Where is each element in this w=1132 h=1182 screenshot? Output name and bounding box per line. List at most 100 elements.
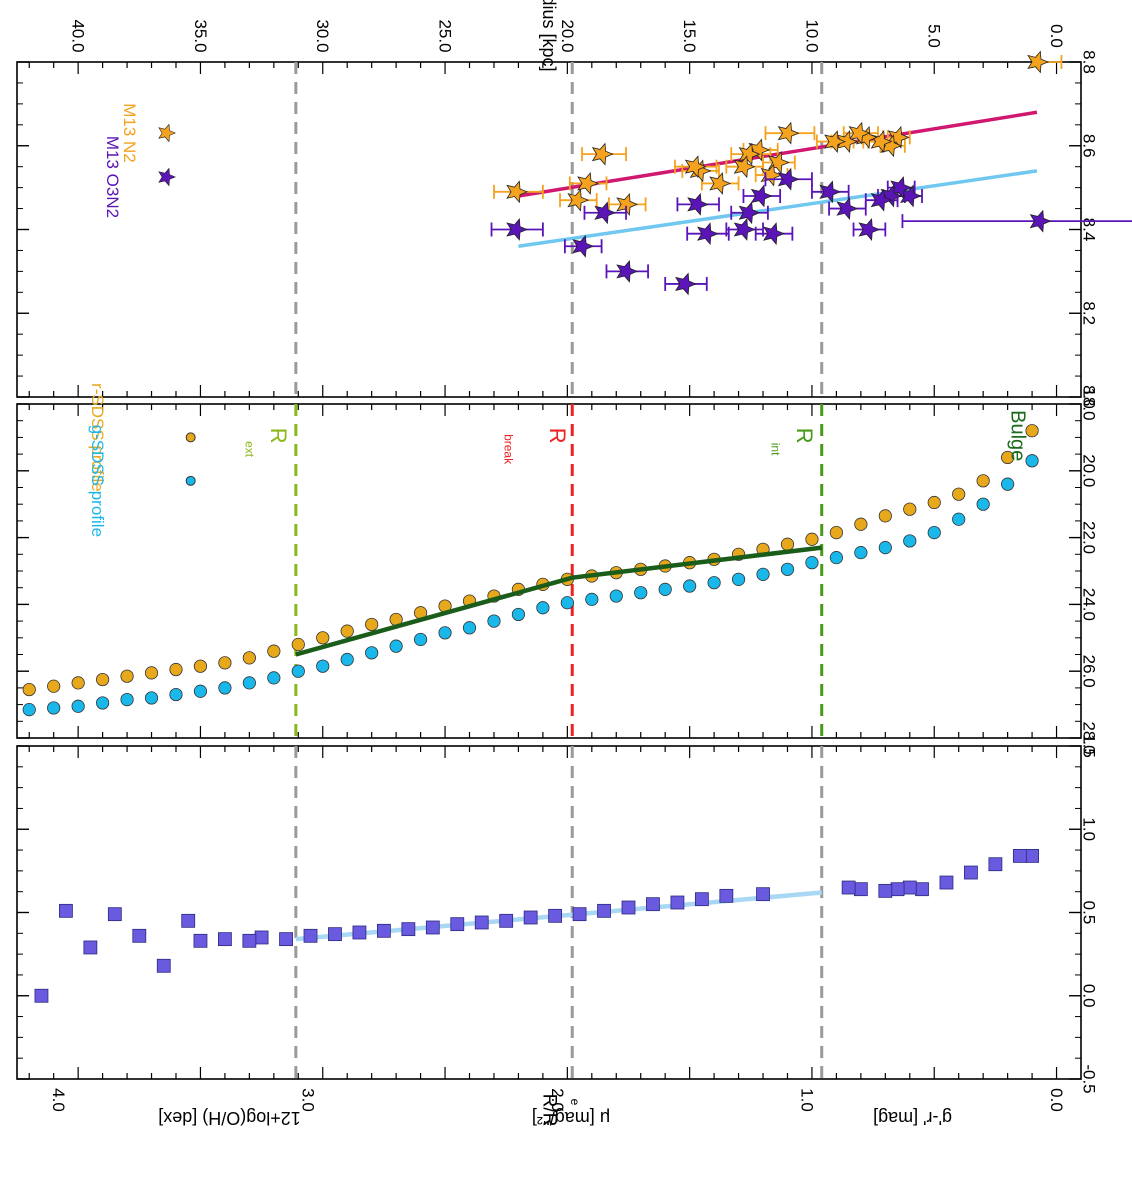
data-point — [858, 217, 881, 242]
data-point — [748, 138, 771, 162]
data-point — [376, 923, 391, 938]
data-point — [777, 121, 800, 145]
data-point — [572, 907, 587, 922]
data-point — [34, 988, 49, 1003]
data-point — [22, 703, 36, 717]
data-point — [1001, 477, 1015, 491]
data-point — [267, 644, 281, 658]
panel-frame — [16, 403, 1082, 739]
data-point — [733, 218, 756, 241]
fit-line — [295, 545, 822, 657]
data-point — [890, 176, 913, 200]
data-point — [572, 234, 595, 258]
data-point — [291, 664, 305, 678]
data-point — [707, 576, 721, 590]
data-point — [756, 567, 770, 581]
data-point — [218, 656, 232, 670]
data-point — [279, 932, 293, 947]
legend-label: r-SDSS profile — [88, 383, 107, 492]
data-point — [316, 631, 330, 645]
legend-marker — [185, 432, 196, 443]
y-tick-label: 18.0 — [1080, 387, 1099, 420]
x-tick-label: 40.0 — [69, 19, 88, 52]
data-point — [1025, 454, 1039, 468]
y-tick-label: 24.0 — [1080, 588, 1099, 621]
data-point — [242, 676, 256, 690]
data-point — [96, 672, 110, 687]
data-point — [144, 691, 159, 705]
data-point — [805, 556, 819, 570]
data-point — [242, 651, 256, 665]
data-point — [132, 928, 147, 943]
data-point — [577, 172, 599, 195]
data-point — [738, 201, 761, 225]
data-point — [902, 880, 917, 895]
data-point — [499, 913, 514, 928]
data-point — [1001, 450, 1015, 465]
data-point — [597, 903, 611, 918]
legend-label: M13 O3N2 — [103, 136, 122, 218]
x-tick-label: 20.0 — [558, 19, 577, 52]
data-point — [340, 624, 354, 638]
data-point — [156, 958, 171, 973]
data-point — [450, 917, 465, 932]
data-point — [750, 184, 773, 208]
data-point — [719, 888, 734, 903]
data-point — [853, 882, 868, 897]
y-tick-label: 22.0 — [1080, 521, 1099, 554]
data-point — [646, 897, 660, 912]
data-point — [763, 222, 785, 246]
y-tick-label: 28.0 — [1080, 721, 1099, 754]
data-point — [47, 701, 61, 715]
data-point — [903, 502, 917, 516]
data-point — [687, 192, 710, 216]
data-point — [144, 666, 159, 680]
data-point — [548, 908, 563, 923]
y-axis-title: 12+log(O/H) [dex] — [158, 1108, 301, 1128]
data-point — [621, 900, 636, 915]
data-point — [870, 188, 893, 212]
r-break-subscript: break — [502, 434, 516, 465]
x-tick-label: 15.0 — [680, 19, 699, 52]
x-axis-title: Radius [kpc] — [539, 0, 559, 72]
y-tick-label: 8.4 — [1080, 218, 1099, 242]
data-point — [616, 259, 639, 283]
data-point — [854, 517, 868, 531]
data-point — [22, 682, 36, 697]
x-axis-title: R/R — [539, 1094, 560, 1127]
data-point — [1025, 848, 1039, 863]
data-point — [591, 142, 614, 166]
legend-marker — [158, 123, 176, 143]
data-point — [824, 130, 846, 153]
data-point — [487, 614, 501, 628]
data-point — [474, 915, 489, 930]
y-tick-label: 0.5 — [1080, 901, 1099, 925]
data-point — [1027, 50, 1050, 74]
y-tick-label: 1.5 — [1080, 734, 1099, 758]
data-point — [976, 497, 990, 511]
data-point — [709, 171, 732, 195]
data-point — [658, 582, 672, 596]
data-point — [670, 895, 685, 910]
data-point — [890, 882, 905, 897]
data-point — [511, 607, 526, 622]
color-profile-panel: 1.5 1.0 0.5 0.0 -0.5 0.0 1.0 2.0 3.0 4.0 — [16, 734, 1099, 1112]
data-point — [780, 537, 795, 551]
data-point — [870, 130, 893, 154]
y-axis-title: μ [mag/''²] — [532, 1108, 610, 1128]
data-point — [425, 920, 440, 935]
data-point — [819, 180, 842, 204]
data-point — [780, 562, 795, 576]
data-point — [71, 699, 85, 713]
y-tick-label: 8.0 — [1080, 385, 1099, 409]
data-point — [267, 671, 281, 685]
r-break-label: R — [545, 428, 570, 444]
data-point — [697, 222, 719, 246]
data-point — [1025, 424, 1039, 438]
data-point — [952, 512, 966, 526]
data-point — [829, 551, 844, 565]
bulge-label: Bulge — [1006, 410, 1028, 461]
data-point — [340, 652, 354, 667]
